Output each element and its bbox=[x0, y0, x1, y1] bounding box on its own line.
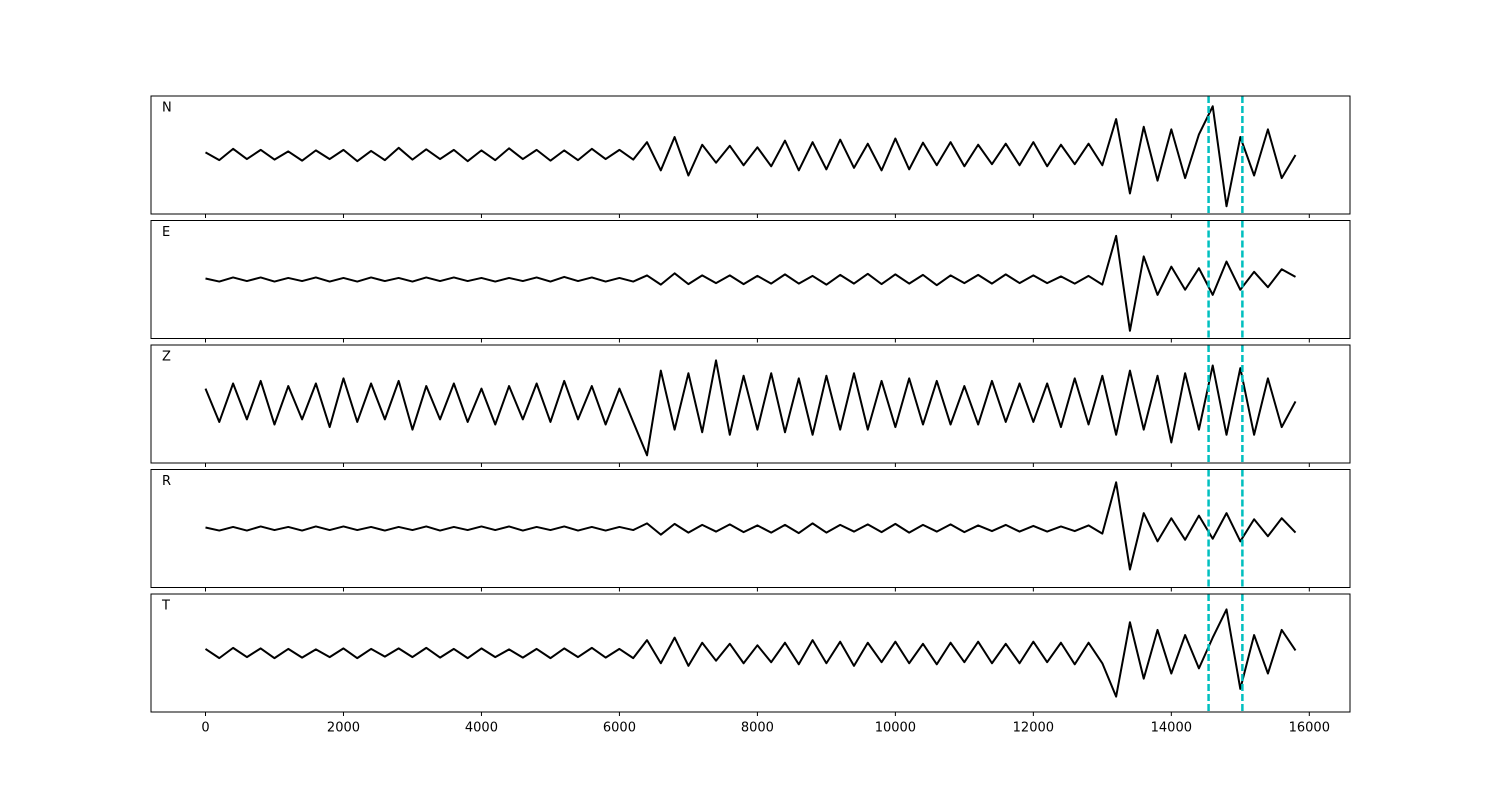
panel-label: Z bbox=[162, 350, 171, 365]
trace bbox=[204, 608, 1297, 698]
x-tick-label: 8000 bbox=[741, 721, 774, 736]
trace bbox=[205, 234, 1296, 332]
panel-frame bbox=[150, 220, 1351, 339]
trace bbox=[204, 359, 1297, 457]
x-tick-label: 0 bbox=[201, 721, 209, 736]
panel-label: R bbox=[162, 474, 171, 489]
x-tick-label: 14000 bbox=[1151, 721, 1192, 736]
x-tick-label: 10000 bbox=[875, 721, 916, 736]
panel-label: E bbox=[162, 225, 170, 240]
panel-frame bbox=[150, 593, 1351, 713]
panel-frame bbox=[150, 344, 1351, 464]
x-tick-label: 16000 bbox=[1289, 721, 1330, 736]
panel-label: N bbox=[162, 101, 172, 116]
x-tick-label: 4000 bbox=[465, 721, 498, 736]
x-tick-label: 2000 bbox=[327, 721, 360, 736]
panel-frame bbox=[150, 469, 1351, 588]
trace bbox=[205, 105, 1297, 208]
x-tick-label: 12000 bbox=[1013, 721, 1054, 736]
panel-frame bbox=[150, 95, 1351, 215]
x-tick-label: 6000 bbox=[603, 721, 636, 736]
trace bbox=[205, 481, 1297, 571]
panel-label: T bbox=[161, 599, 170, 614]
